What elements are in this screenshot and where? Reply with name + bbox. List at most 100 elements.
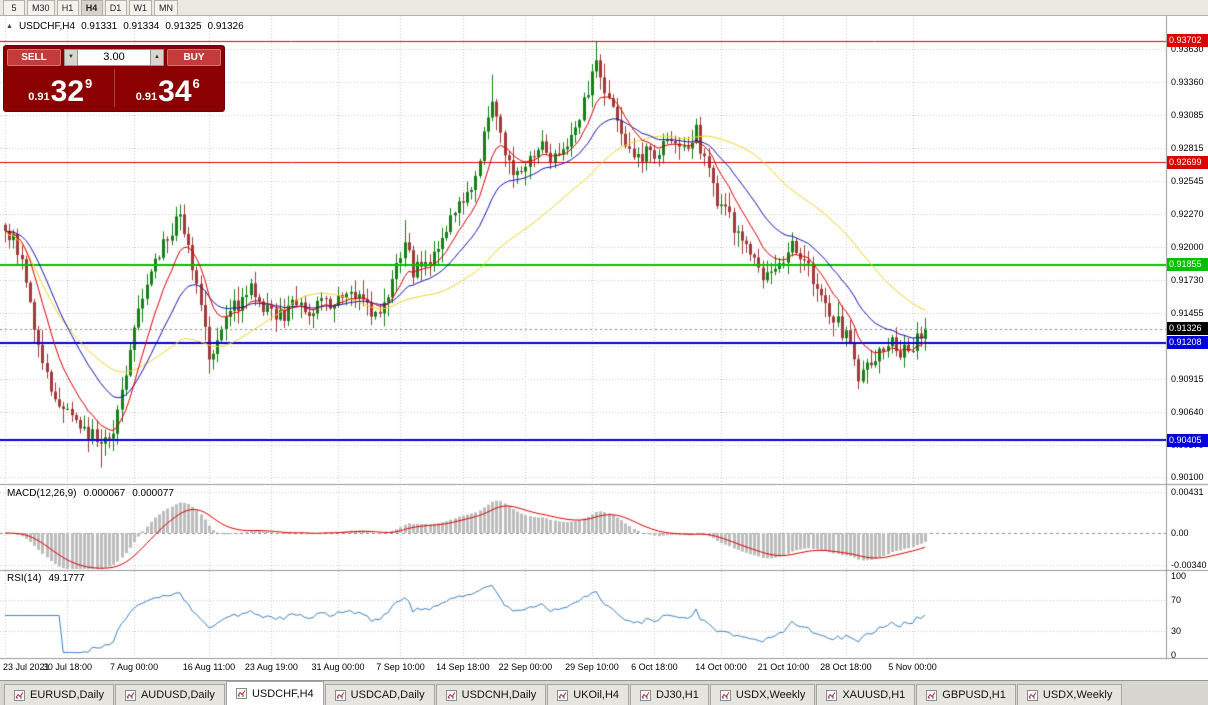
price-axis-tick: 0.93085 bbox=[1171, 110, 1204, 121]
timeframe-toolbar: 5 M30 H1 H4 D1 W1 MN bbox=[0, 0, 1208, 16]
rsi-axis-tick: 70 bbox=[1171, 594, 1182, 605]
time-axis-label: 23 Aug 19:00 bbox=[244, 662, 298, 672]
hline-price-badge: 0.91208 bbox=[1167, 336, 1208, 350]
hline-price-badge: 0.93702 bbox=[1167, 34, 1208, 48]
chart-tab-xauusd-h1[interactable]: XAUUSD,H1 bbox=[816, 684, 916, 705]
price-axis-tick: 0.93630 bbox=[1171, 44, 1204, 55]
macd-indicator-label: MACD(12,26,9) 0.000067 0.000077 bbox=[7, 488, 174, 499]
current-price-badge: 0.91326 bbox=[1167, 322, 1208, 336]
volume-value[interactable]: 3.00 bbox=[78, 49, 150, 66]
chart-tab-icon bbox=[1026, 689, 1038, 701]
symbol-arrow-icon: ▲ bbox=[6, 23, 13, 30]
chart-tab-ukoil-h4[interactable]: UKOil,H4 bbox=[547, 684, 630, 705]
symbol-name: USDCHF,H4 bbox=[18, 21, 76, 32]
chart-tab-label: XAUUSD,H1 bbox=[842, 689, 906, 701]
timeframe-button-h4[interactable]: H4 bbox=[80, 0, 103, 15]
chart-tab-label: USDCAD,Daily bbox=[350, 689, 425, 701]
buy-price-big: 34 bbox=[158, 75, 192, 108]
price-axis-tick: 0.92000 bbox=[1171, 241, 1204, 252]
chart-tab-label: USDX,Weekly bbox=[1042, 689, 1113, 701]
ohlc-close: 0.91326 bbox=[207, 21, 244, 32]
chart-tab-label: AUDUSD,Daily bbox=[140, 689, 215, 701]
macd-axis-tick: 0.00 bbox=[1171, 528, 1189, 538]
chart-tab-label: GBPUSD,H1 bbox=[942, 689, 1006, 701]
macd-axis-tick: -0.00340 bbox=[1171, 560, 1207, 571]
volume-spinner: ▼ 3.00 ▲ bbox=[64, 49, 164, 66]
hline-price-badge: 0.92699 bbox=[1167, 155, 1208, 169]
time-axis-label: 14 Sep 18:00 bbox=[436, 662, 490, 672]
hline-price-badge: 0.90405 bbox=[1167, 433, 1208, 447]
time-axis-label: 28 Oct 18:00 bbox=[820, 662, 872, 672]
time-axis-label: 6 Oct 18:00 bbox=[631, 662, 678, 672]
macd-value-main: 0.000067 bbox=[83, 488, 126, 499]
price-axis-tick: 0.92545 bbox=[1171, 175, 1204, 186]
time-axis-label: 7 Sep 10:00 bbox=[376, 662, 425, 672]
macd-name: MACD(12,26,9) bbox=[7, 488, 77, 499]
chart-tab-usdcnh-daily[interactable]: USDCNH,Daily bbox=[435, 684, 547, 705]
sell-price-display[interactable]: 0.91 32 9 bbox=[7, 66, 114, 110]
chart-tab-icon bbox=[334, 689, 346, 701]
buy-button[interactable]: BUY bbox=[167, 49, 221, 66]
price-axis-tick: 0.90640 bbox=[1171, 406, 1204, 417]
chart-tab-icon bbox=[124, 689, 136, 701]
rsi-axis-tick: 0 bbox=[1171, 650, 1177, 660]
sell-price-big: 32 bbox=[50, 75, 85, 108]
time-axis-label: 21 Oct 10:00 bbox=[757, 662, 810, 672]
rsi-name: RSI(14) bbox=[7, 573, 42, 584]
time-axis-label: 16 Aug 11:00 bbox=[182, 662, 236, 672]
chart-tab-usdx-weekly[interactable]: USDX,Weekly bbox=[709, 684, 816, 705]
price-axis-tick: 0.90915 bbox=[1171, 373, 1204, 384]
chart-tab-bar: EURUSD,Daily AUDUSD,Daily USDCHF,H4 USDCAD,… bbox=[0, 680, 1208, 705]
time-axis-label: 22 Sep 00:00 bbox=[498, 662, 553, 672]
chart-tab-usdchf-h4[interactable]: USDCHF,H4 bbox=[225, 681, 324, 705]
trade-panel-divider bbox=[113, 69, 115, 107]
chart-tab-icon bbox=[719, 689, 731, 701]
timeframe-button-d1[interactable]: D1 bbox=[104, 0, 127, 15]
ohlc-high: 0.91334 bbox=[123, 21, 160, 32]
time-axis-label: 29 Sep 10:00 bbox=[565, 662, 619, 672]
macd-value-signal: 0.000077 bbox=[132, 488, 174, 499]
chart-tab-icon bbox=[826, 689, 838, 701]
rsi-axis-tick: 30 bbox=[1171, 626, 1182, 637]
hline-price-badge: 0.91855 bbox=[1167, 258, 1208, 272]
chart-tab-dj30-h1[interactable]: DJ30,H1 bbox=[630, 684, 709, 705]
buy-price-prefix: 0.91 bbox=[135, 91, 158, 103]
rsi-axis-tick: 100 bbox=[1171, 571, 1187, 581]
sell-button[interactable]: SELL bbox=[7, 49, 61, 66]
time-axis-label: 5 Nov 00:00 bbox=[888, 662, 937, 672]
price-axis-tick: 0.90100 bbox=[1171, 472, 1204, 483]
timeframe-button-w1[interactable]: W1 bbox=[128, 0, 153, 15]
chart-tab-label: UKOil,H4 bbox=[573, 689, 620, 701]
chart-tab-audusd-daily[interactable]: AUDUSD,Daily bbox=[114, 684, 225, 705]
sell-price-prefix: 0.91 bbox=[28, 91, 50, 103]
chart-tab-label: USDCHF,H4 bbox=[251, 687, 314, 700]
macd-axis-tick: 0.00431 bbox=[1171, 487, 1204, 498]
chart-tab-gbpusd-h1[interactable]: GBPUSD,H1 bbox=[916, 684, 1016, 705]
chart-tab-label: USDX,Weekly bbox=[735, 689, 806, 701]
rsi-value: 49.1777 bbox=[48, 573, 85, 584]
chart-tab-eurusd-daily[interactable]: EURUSD,Daily bbox=[4, 684, 114, 705]
chart-tab-usdx-weekly[interactable]: USDX,Weekly bbox=[1016, 684, 1123, 705]
chart-tab-icon bbox=[926, 689, 938, 701]
timeframe-button-m30[interactable]: M30 bbox=[27, 0, 55, 15]
volume-increase-button[interactable]: ▲ bbox=[150, 49, 164, 66]
buy-price-display[interactable]: 0.91 34 6 bbox=[115, 66, 222, 110]
chart-tab-icon bbox=[235, 688, 247, 699]
chart-tab-icon bbox=[14, 689, 25, 701]
ohlc-low: 0.91325 bbox=[165, 21, 202, 32]
price-axis-tick: 0.93360 bbox=[1171, 77, 1204, 88]
chart-tab-label: EURUSD,Daily bbox=[30, 689, 104, 701]
ohlc-open: 0.91331 bbox=[81, 21, 118, 32]
chart-tab-usdcad-daily[interactable]: USDCAD,Daily bbox=[324, 684, 435, 705]
time-axis-label: 14 Oct 00:00 bbox=[695, 662, 747, 672]
chart-tab-label: DJ30,H1 bbox=[656, 689, 699, 701]
time-axis-label: 31 Aug 00:00 bbox=[311, 662, 365, 672]
timeframe-button-5[interactable]: 5 bbox=[3, 0, 25, 15]
timeframe-button-mn[interactable]: MN bbox=[154, 0, 179, 15]
buy-price-sup: 6 bbox=[192, 76, 200, 91]
timeframe-button-h1[interactable]: H1 bbox=[56, 0, 79, 15]
time-axis-label: 30 Jul 18:00 bbox=[42, 662, 92, 672]
volume-decrease-button[interactable]: ▼ bbox=[64, 49, 78, 66]
time-axis-label: 23 Jul 2021 bbox=[3, 662, 50, 672]
